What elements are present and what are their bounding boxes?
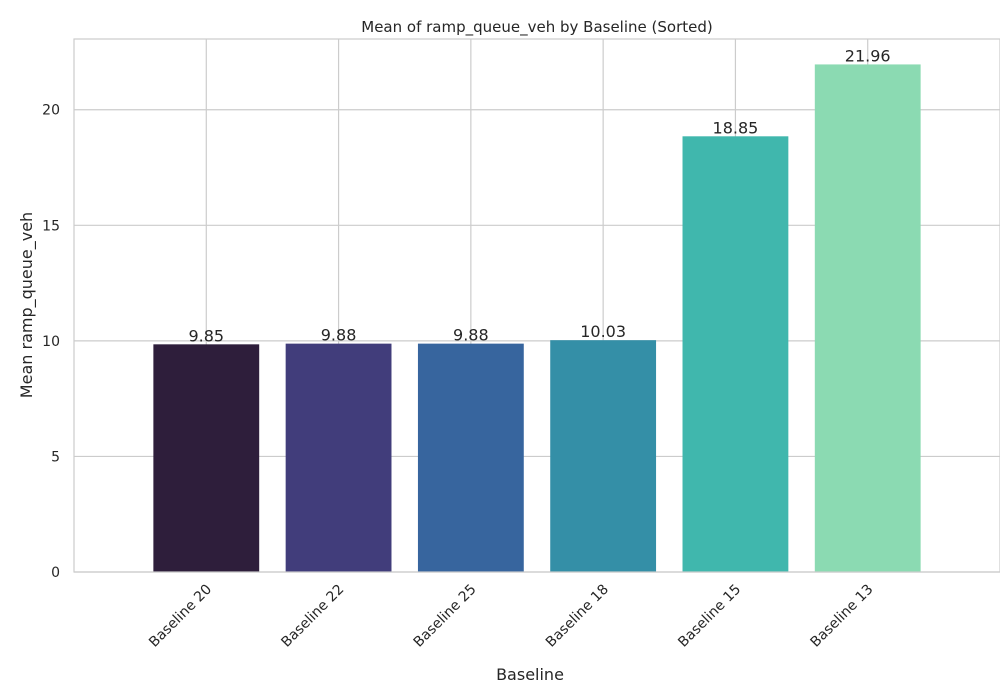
bar-value-label: 21.96 [845,46,891,65]
bar [682,136,789,572]
x-tick-label: Baseline 15 [675,582,744,651]
bar-labels: 9.85 9.88 9.88 10.03 18.85 21.96 [188,46,890,345]
bar-value-label: 9.85 [188,326,224,345]
y-ticks: 0 5 10 15 20 [42,103,60,581]
y-tick-label: 0 [51,565,60,581]
x-tick-label: Baseline 25 [411,582,480,651]
x-tick-label: Baseline 13 [808,582,877,651]
bar [550,340,657,572]
y-tick-label: 15 [42,218,60,234]
x-axis-label: Baseline [496,665,564,684]
bar-value-label: 18.85 [713,118,759,137]
y-axis-label: Mean ramp_queue_veh [17,212,37,398]
bar-value-label: 10.03 [580,322,626,341]
x-tick-label: Baseline 22 [278,582,347,651]
bar-value-label: 9.88 [453,326,489,345]
bar [285,343,392,572]
y-tick-label: 5 [51,449,60,465]
bar [153,344,260,572]
plot-frame [73,38,1000,573]
x-ticks: Baseline 20 Baseline 22 Baseline 25 Baselin… [146,582,876,651]
x-tick-label: Baseline 20 [146,582,215,651]
y-tick-label: 20 [42,103,60,119]
chart-title: Mean of ramp_queue_veh by Baseline (Sort… [361,18,712,37]
bar [814,64,921,572]
bars [153,64,921,572]
bar [417,343,524,572]
bar-value-label: 9.88 [321,326,357,345]
x-tick-label: Baseline 18 [543,582,612,651]
y-tick-label: 10 [42,334,60,350]
